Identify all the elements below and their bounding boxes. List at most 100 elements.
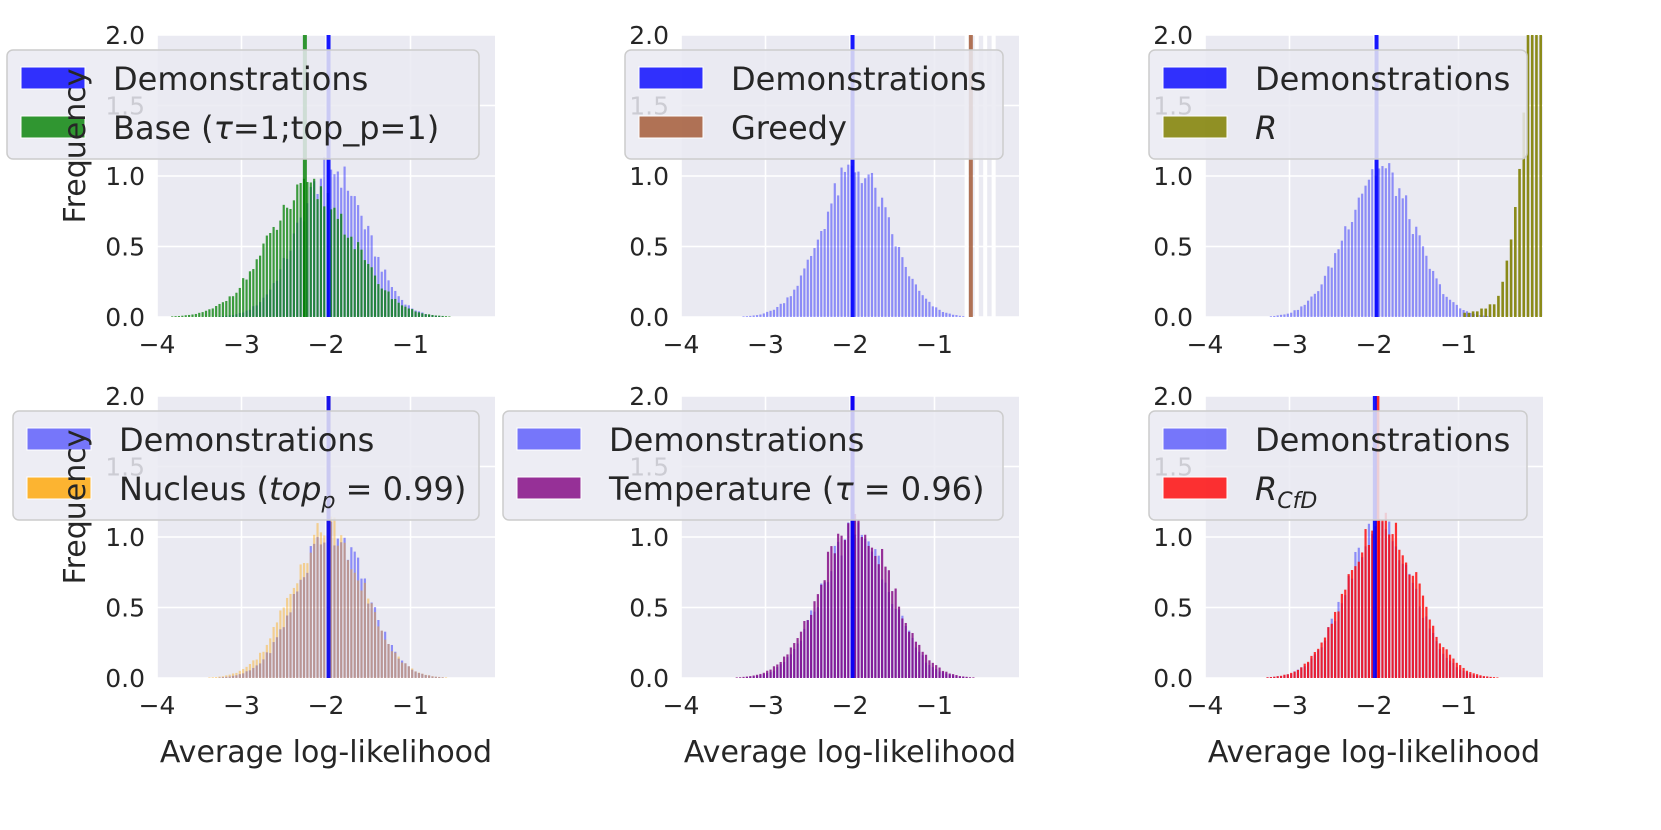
model-bar	[1313, 652, 1316, 678]
model-bar	[860, 537, 863, 678]
demo-bar	[1486, 316, 1489, 317]
model-bar	[1340, 593, 1343, 678]
model-bar	[218, 303, 221, 317]
demo-bar	[840, 167, 843, 317]
y-tick-label: 0.0	[629, 664, 669, 693]
model-bar	[336, 218, 339, 317]
demo-bar	[286, 615, 289, 678]
model-bar	[1273, 676, 1276, 678]
model-bar	[221, 676, 224, 678]
demo-bar	[742, 316, 745, 317]
model-bar	[823, 580, 826, 678]
model-bar	[965, 676, 968, 678]
model-bar	[367, 263, 370, 317]
demo-bar	[1415, 226, 1418, 317]
model-bar	[319, 186, 323, 317]
model-bar	[1371, 530, 1374, 678]
model-bar	[218, 676, 221, 678]
y-tick-label: 0.5	[629, 233, 669, 262]
model-bar	[428, 314, 431, 317]
model-bar	[1320, 642, 1323, 678]
model-bar	[215, 306, 218, 317]
demo-bar	[752, 315, 755, 317]
model-bar	[245, 279, 248, 317]
model-bar	[1310, 655, 1313, 678]
model-bar	[242, 278, 245, 317]
model-bar	[259, 652, 262, 678]
demo-bar	[1401, 198, 1404, 317]
demo-bar	[759, 314, 762, 317]
model-bar	[887, 570, 890, 678]
model-bar	[350, 236, 353, 317]
model-bar	[329, 209, 333, 317]
model-bar	[901, 618, 904, 678]
model-bar	[1432, 625, 1435, 678]
model-bar	[431, 314, 434, 317]
model-bar	[921, 651, 924, 678]
model-bar	[323, 206, 326, 317]
model-bar	[1350, 570, 1354, 678]
model-bar	[404, 306, 407, 317]
demo-bar	[783, 303, 786, 317]
demo-bar	[837, 195, 840, 317]
demo-bar	[231, 675, 235, 678]
model-bar	[360, 249, 363, 317]
model-bar	[945, 671, 948, 678]
demo-bar	[363, 578, 366, 678]
model-bar	[796, 638, 799, 678]
model-bar	[735, 677, 738, 678]
x-tick-label: −2	[832, 330, 869, 359]
demo-bar	[853, 172, 857, 317]
model-bar	[421, 313, 424, 317]
demo-bar	[1432, 270, 1435, 317]
model-bar	[1418, 583, 1421, 678]
model-bar	[208, 677, 211, 678]
x-tick-label: −4	[139, 691, 176, 720]
legend-label: Demonstrations	[119, 421, 374, 459]
model-bar	[1266, 677, 1269, 678]
x-tick-label: −4	[663, 330, 700, 359]
model-bar	[262, 243, 265, 317]
demo-bar	[390, 645, 393, 678]
demo-bar	[952, 314, 955, 317]
model-bar	[373, 612, 377, 678]
model-bar	[363, 582, 366, 678]
x-tick-label: −2	[832, 691, 869, 720]
demo-bar	[441, 677, 444, 678]
demo-bar	[1438, 284, 1441, 317]
model-bar	[847, 523, 850, 678]
demo-bar	[789, 296, 792, 317]
model-bar	[313, 178, 316, 317]
legend-label: Temperature (τ = 0.96)	[608, 470, 985, 508]
model-bar	[262, 651, 265, 678]
demo-bar	[877, 206, 880, 317]
legend: Demonstrations R	[1148, 49, 1528, 160]
legend-swatch	[26, 476, 92, 500]
x-tick-label: −3	[747, 691, 784, 720]
demo-bar	[1469, 312, 1472, 317]
model-bar	[1482, 676, 1485, 678]
demo-bar	[945, 312, 948, 317]
model-bar	[799, 631, 803, 678]
model-bar	[198, 312, 201, 317]
demo-bar	[1361, 193, 1364, 317]
model-bar	[248, 271, 252, 317]
model-bar	[840, 535, 843, 678]
demo-bar	[1398, 188, 1401, 317]
model-bar	[414, 311, 417, 317]
model-bar	[826, 551, 830, 678]
demo-bar	[313, 543, 316, 678]
y-tick-label: 2.0	[105, 382, 145, 411]
demo-bar	[769, 310, 772, 317]
model-bar	[228, 674, 231, 678]
y-tick-label: 1.0	[105, 162, 145, 191]
model-bar	[1384, 512, 1387, 678]
demo-bar	[874, 187, 877, 317]
demo-bar	[245, 671, 248, 678]
model-bar	[1317, 648, 1320, 678]
model-bar	[1448, 654, 1452, 678]
demo-bar	[329, 521, 333, 678]
demo-bar	[1296, 309, 1300, 317]
demo-bar	[275, 637, 279, 678]
